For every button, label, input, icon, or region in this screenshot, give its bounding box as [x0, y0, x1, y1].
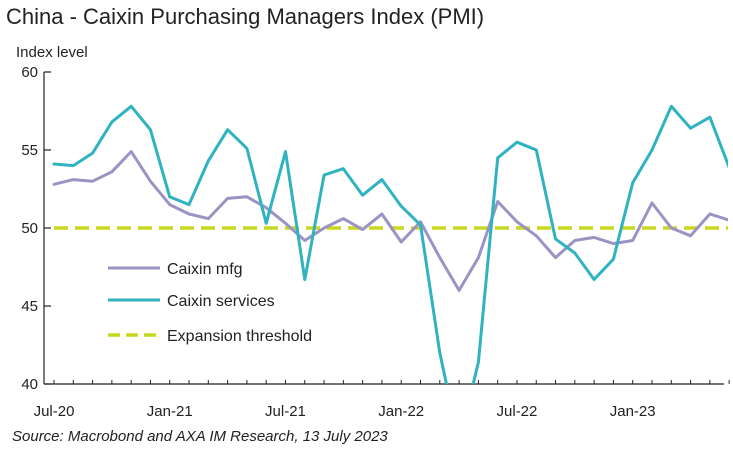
- x-tick-label: Jul-22: [497, 403, 538, 420]
- x-axis: Jul-20 Jan-21 Jul-21 Jan-22 Jul-22 Jan-23: [34, 380, 730, 420]
- y-axis: 40 45 50 55 60: [21, 64, 51, 393]
- y-tick-label: 45: [21, 298, 38, 315]
- y-tick-label: 60: [21, 64, 38, 81]
- source-note: Source: Macrobond and AXA IM Research, 1…: [12, 428, 388, 445]
- series-layer: [52, 104, 728, 384]
- x-tick-label: Jan-23: [610, 403, 656, 420]
- x-tick-label: Jul-20: [34, 403, 75, 420]
- series-line-caixin-services: [52, 104, 728, 384]
- legend-label: Caixin mfg: [167, 261, 243, 278]
- legend-label: Expansion threshold: [167, 328, 312, 345]
- x-tick-label: Jul-21: [265, 403, 306, 420]
- y-tick-label: 55: [21, 142, 38, 159]
- chart-title: China - Caixin Purchasing Managers Index…: [6, 4, 485, 29]
- series-line-caixin-mfg: [52, 150, 728, 292]
- legend: Caixin mfg Caixin services Expansion thres…: [108, 261, 312, 345]
- x-tick-label: Jan-21: [147, 403, 193, 420]
- y-axis-label: Index level: [16, 44, 88, 61]
- legend-label: Caixin services: [167, 293, 275, 310]
- y-tick-label: 50: [21, 220, 38, 237]
- y-tick-label: 40: [21, 376, 38, 393]
- x-tick-label: Jan-22: [378, 403, 424, 420]
